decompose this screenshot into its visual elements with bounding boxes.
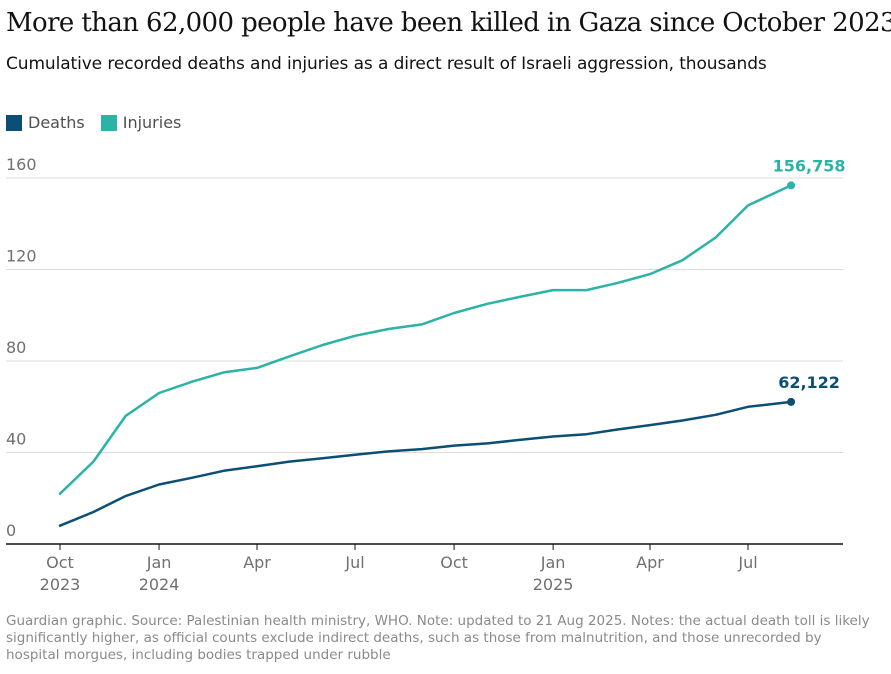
x-tick-label-7: Jul — [737, 553, 757, 572]
end-label-deaths: 62,122 — [778, 373, 840, 392]
line-chart: 0 40 80 120 160 Oct 2023 Jan 2024 Apr Jul Oct Jan 202… — [6, 155, 846, 594]
chart-subtitle: Cumulative recorded deaths and injuries … — [6, 54, 767, 74]
x-tick-label-3: Jul — [344, 553, 364, 572]
x-tick-year-1: 2024 — [139, 575, 180, 594]
source-note: Guardian graphic. Source: Palestinian he… — [6, 613, 870, 663]
legend-item-injuries: Injuries — [100, 113, 182, 132]
y-tick-label-120: 120 — [6, 247, 37, 266]
x-tick-label-6: Apr — [636, 553, 664, 572]
x-tick-label-4: Oct — [440, 553, 468, 572]
chart-title: More than 62,000 people have been killed… — [6, 8, 891, 38]
y-tick-label-80: 80 — [6, 338, 26, 357]
y-tick-label-40: 40 — [6, 430, 26, 449]
x-tick-year-0: 2023 — [40, 575, 81, 594]
series-line-injuries — [58, 184, 793, 495]
end-point-injuries — [787, 181, 796, 190]
y-tick-label-160: 160 — [6, 155, 37, 174]
x-tick-label-5: Jan — [540, 553, 566, 572]
end-label-injuries: 156,758 — [773, 156, 846, 175]
x-tick-label-1: Jan — [146, 553, 172, 572]
legend-item-deaths: Deaths — [6, 113, 85, 132]
x-tick-label-2: Apr — [243, 553, 271, 572]
x-tick-year-5: 2025 — [533, 575, 574, 594]
series-line-deaths — [58, 400, 793, 527]
legend-label-injuries: Injuries — [122, 113, 182, 132]
legend-swatch-deaths — [6, 114, 22, 131]
y-tick-label-0: 0 — [6, 521, 16, 540]
legend: Deaths Injuries — [6, 113, 197, 132]
legend-label-deaths: Deaths — [28, 113, 85, 132]
x-tick-label-0: Oct — [46, 553, 74, 572]
end-point-deaths — [787, 397, 796, 406]
legend-swatch-injuries — [100, 114, 117, 131]
